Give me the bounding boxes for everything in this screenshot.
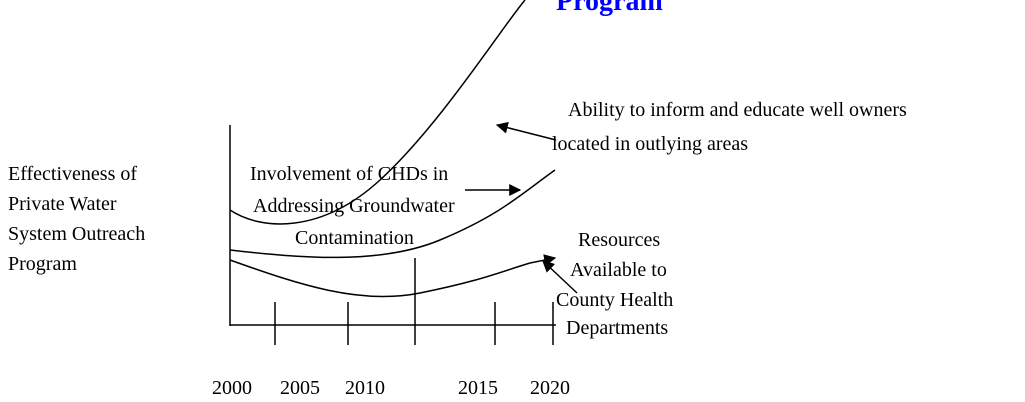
annotation: Contamination (295, 227, 414, 249)
annotation: Departments (566, 317, 668, 339)
y-label: Program (8, 253, 77, 275)
y-label: Private Water (8, 193, 117, 215)
curve-resources (229, 259, 531, 298)
arrow (542, 260, 578, 294)
labels: Effectiveness of Private Water System Outr… (8, 99, 907, 399)
x-label: 2020 (530, 377, 570, 399)
y-label: Effectiveness of (8, 163, 137, 185)
arrow (529, 254, 557, 267)
curve-involvement (229, 169, 556, 259)
x-label: 2010 (345, 377, 385, 399)
annotation: Involvement of CHDs in (250, 163, 448, 185)
annotation: Resources (578, 229, 660, 251)
title: Program (556, 0, 663, 17)
annotation: located in outlying areas (552, 133, 748, 155)
x-label: 2015 (458, 377, 498, 399)
x-label: 2000 (212, 377, 252, 399)
annotation: Addressing Groundwater (253, 195, 455, 217)
annotation: County Health (556, 289, 673, 311)
arrow (495, 121, 557, 141)
annotation: Ability to inform and educate well owner… (568, 99, 907, 121)
x-label: 2005 (280, 377, 320, 399)
curve-ability (229, 0, 526, 225)
annotation: Available to (570, 259, 667, 281)
y-label: System Outreach (8, 223, 145, 245)
